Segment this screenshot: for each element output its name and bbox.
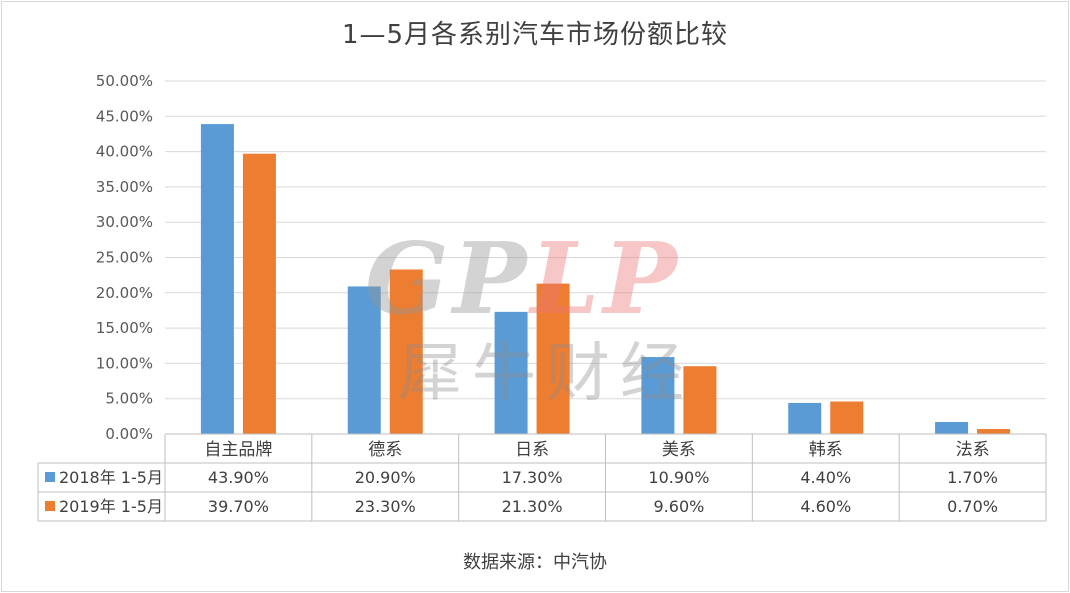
bar-series1 [347,286,381,434]
y-tick-label: 35.00% [96,178,153,196]
y-tick-label: 0.00% [105,425,153,443]
bar-series1 [200,124,234,434]
table-value: 4.60% [800,497,851,516]
y-tick-label: 20.00% [96,284,153,302]
bar-series1 [494,311,528,434]
table-value: 21.30% [502,497,563,516]
y-tick-label: 15.00% [96,319,153,337]
x-category-label: 德系 [368,440,402,460]
bar-series2 [977,429,1011,434]
table-value: 20.90% [355,468,416,487]
x-category-label: 自主品牌 [204,440,272,460]
table-value: 1.70% [947,468,998,487]
x-category-label: 韩系 [809,440,843,460]
table-value: 9.60% [654,497,705,516]
table-value: 10.90% [648,468,709,487]
bar-series2 [536,283,570,434]
table-value: 43.90% [208,468,269,487]
y-tick-label: 10.00% [96,354,153,372]
y-tick-label: 25.00% [96,249,153,267]
y-tick-label: 45.00% [96,107,153,125]
x-category-label: 日系 [515,440,549,460]
bar-series1 [935,421,969,434]
x-category-label: 法系 [956,440,990,460]
y-tick-label: 40.00% [96,143,153,161]
legend-key [45,472,55,482]
bar-series1 [641,357,675,434]
table-value: 0.70% [947,497,998,516]
data-source: 数据来源：中汽协 [463,552,607,573]
table-value: 39.70% [208,497,269,516]
bar-series2 [242,153,276,434]
table-value: 17.30% [502,468,563,487]
bar-series1 [788,402,822,434]
y-tick-label: 5.00% [105,390,153,408]
chart-title: 1—5月各系别汽车市场份额比较 [341,20,729,50]
legend-label: 2018年 1-5月 [59,468,163,487]
bar-series2 [389,269,423,434]
legend-label: 2019年 1-5月 [59,497,163,516]
y-tick-label: 30.00% [96,213,153,231]
y-tick-label: 50.00% [96,72,153,90]
table-value: 4.40% [800,468,851,487]
bar-series2 [830,401,864,434]
legend-key [45,501,55,511]
bar-series2 [683,366,717,434]
x-category-label: 美系 [662,440,696,460]
table-value: 23.30% [355,497,416,516]
